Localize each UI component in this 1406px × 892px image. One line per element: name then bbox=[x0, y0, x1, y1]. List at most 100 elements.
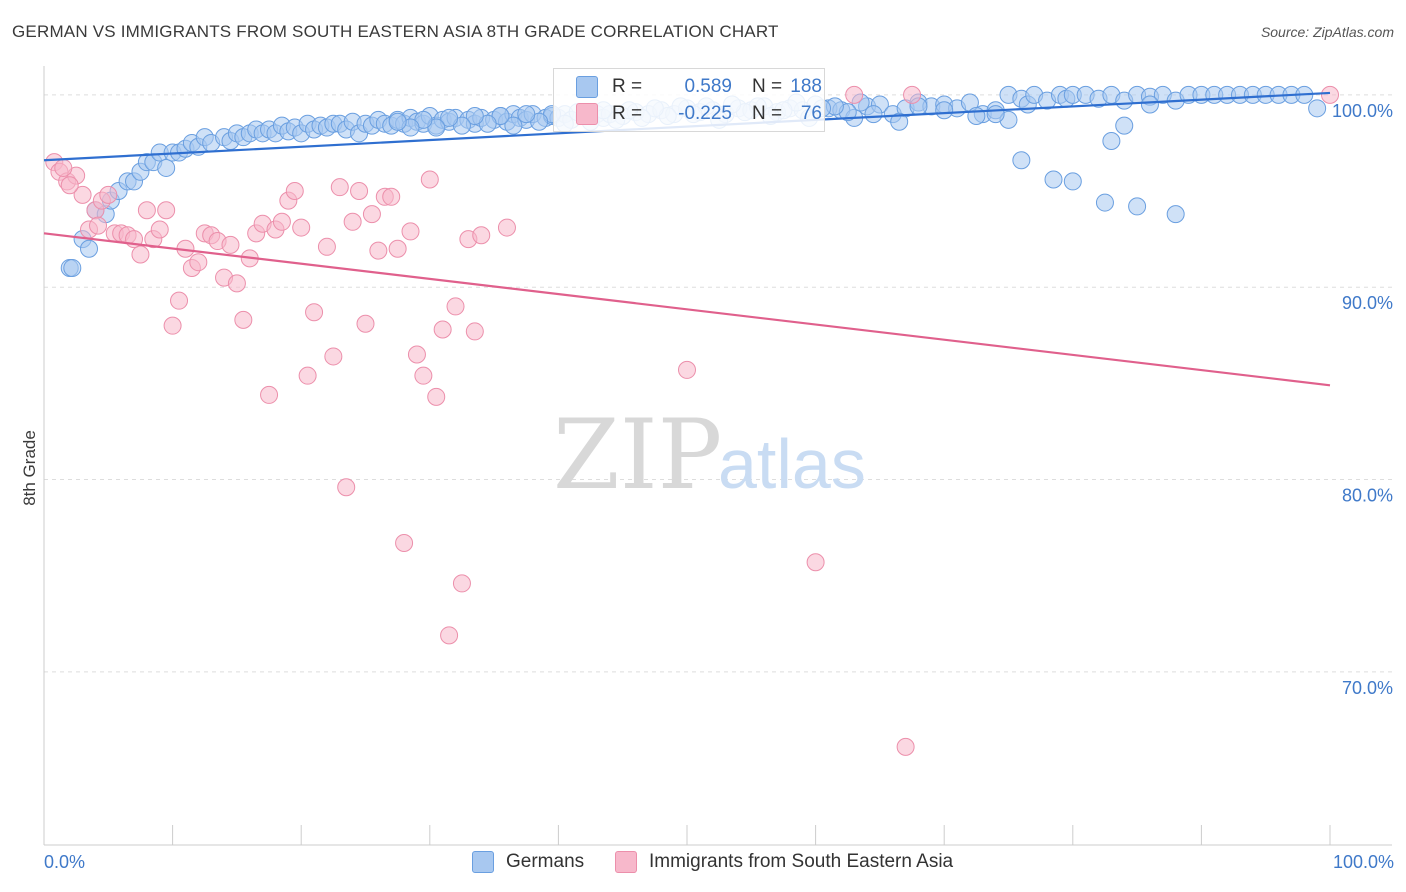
germans-point bbox=[440, 108, 459, 127]
immigrants-point bbox=[356, 314, 375, 333]
germans-point bbox=[1166, 205, 1185, 224]
immigrants-point bbox=[285, 182, 304, 201]
immigrants-point bbox=[401, 222, 420, 241]
x-tick-label-min: 0.0% bbox=[44, 852, 86, 872]
immigrants-point bbox=[433, 320, 452, 339]
legend-row-germans: R = 0.589 N = 188 bbox=[576, 75, 822, 99]
immigrants-point bbox=[272, 212, 291, 231]
correlation-legend: R = 0.589 N = 188 R = -0.225 N = 76 bbox=[553, 68, 825, 132]
immigrants-point bbox=[227, 274, 246, 293]
immigrants-point bbox=[420, 170, 439, 189]
germans-point bbox=[1308, 99, 1327, 118]
immigrants-point bbox=[678, 360, 696, 379]
watermark-atlas: atlas bbox=[718, 425, 866, 503]
immigrants-point bbox=[170, 291, 189, 310]
immigrants-point bbox=[234, 310, 253, 329]
legend-item-germans: Germans bbox=[472, 851, 584, 873]
germans-point bbox=[1102, 132, 1121, 151]
immigrants-point bbox=[395, 534, 414, 553]
axes bbox=[43, 66, 1392, 846]
immigrants-point bbox=[330, 178, 349, 197]
immigrants-point bbox=[388, 239, 407, 258]
immigrants-trend-line bbox=[43, 232, 1331, 387]
immigrants-point bbox=[452, 574, 471, 593]
germans-point bbox=[1115, 116, 1134, 135]
immigrants-point bbox=[343, 212, 362, 231]
immigrants-point bbox=[221, 235, 240, 254]
legend-swatch-blue bbox=[472, 851, 494, 873]
germans-point bbox=[1095, 193, 1114, 212]
legend-row-immigrants: R = -0.225 N = 76 bbox=[576, 102, 822, 126]
legend-label-immigrants: Immigrants from South Eastern Asia bbox=[649, 851, 954, 872]
legend-swatch-pink bbox=[615, 851, 637, 873]
y-tick-label: 90.0% bbox=[1342, 293, 1393, 313]
immigrants-point bbox=[472, 226, 491, 245]
immigrants-point bbox=[440, 626, 459, 645]
immigrants-point bbox=[382, 187, 401, 206]
immigrants-point bbox=[350, 182, 369, 201]
r-label: R = bbox=[612, 103, 643, 124]
germans-point bbox=[504, 116, 523, 135]
y-tick-label: 70.0% bbox=[1342, 678, 1393, 698]
germans-point bbox=[1063, 172, 1082, 191]
germans-point bbox=[864, 105, 883, 124]
n-value: 188 bbox=[790, 76, 822, 97]
immigrants-point bbox=[137, 201, 156, 220]
r-value: 0.589 bbox=[684, 76, 732, 97]
y-axis-label: 8th Grade bbox=[20, 430, 39, 506]
germans-point bbox=[63, 258, 82, 277]
germans-point bbox=[465, 107, 484, 126]
immigrants-point bbox=[54, 158, 73, 177]
immigrants-point bbox=[362, 205, 381, 224]
r-value: -0.225 bbox=[678, 103, 732, 124]
immigrants-point bbox=[89, 216, 108, 235]
legend-label-germans: Germans bbox=[506, 851, 585, 872]
immigrants-point bbox=[150, 220, 169, 239]
chart-title: GERMAN VS IMMIGRANTS FROM SOUTH EASTERN … bbox=[12, 22, 779, 41]
grid-lines bbox=[44, 94, 1392, 673]
germans-point bbox=[1140, 95, 1159, 114]
x-tick-label-max: 100.0% bbox=[1332, 852, 1394, 872]
immigrants-point bbox=[1321, 85, 1339, 104]
watermark-zip: ZIP bbox=[553, 399, 722, 511]
immigrants-point bbox=[317, 237, 336, 256]
germans-point bbox=[388, 112, 407, 131]
n-value: 76 bbox=[800, 103, 822, 124]
immigrants-point bbox=[189, 253, 208, 272]
source-credit: Source: ZipAtlas.com bbox=[1260, 24, 1394, 40]
immigrants-point bbox=[903, 85, 922, 104]
immigrants-point bbox=[131, 245, 150, 264]
immigrants-point bbox=[99, 185, 118, 204]
immigrants-point bbox=[446, 297, 465, 316]
germans-point bbox=[986, 105, 1005, 124]
legend-swatch-pink bbox=[576, 103, 598, 125]
immigrants-point bbox=[497, 218, 516, 237]
germans-point bbox=[890, 112, 909, 131]
immigrants-point bbox=[465, 322, 484, 341]
immigrants-point bbox=[60, 176, 79, 195]
immigrants-point bbox=[163, 316, 182, 335]
immigrants-point bbox=[292, 218, 311, 237]
r-label: R = bbox=[612, 76, 643, 97]
immigrants-point bbox=[305, 303, 324, 322]
immigrants-point bbox=[260, 385, 279, 404]
immigrants-point bbox=[845, 85, 864, 104]
n-label: N = bbox=[752, 103, 783, 124]
germans-point bbox=[1044, 170, 1063, 189]
immigrants-point bbox=[896, 737, 915, 756]
series-legend: Germans Immigrants from South Eastern As… bbox=[0, 851, 1406, 877]
germans-point bbox=[1128, 197, 1147, 216]
immigrants-point bbox=[427, 387, 446, 406]
immigrants-point bbox=[157, 201, 176, 220]
immigrants-point bbox=[298, 366, 317, 385]
watermark: ZIP atlas bbox=[553, 399, 866, 511]
legend-item-immigrants: Immigrants from South Eastern Asia bbox=[615, 851, 953, 873]
germans-point bbox=[1012, 151, 1031, 170]
germans-point bbox=[157, 158, 176, 177]
germans-point bbox=[935, 101, 954, 120]
immigrants-point bbox=[337, 478, 356, 497]
immigrants-point bbox=[369, 241, 388, 260]
germans-point bbox=[80, 239, 99, 258]
immigrants-point bbox=[407, 345, 426, 364]
